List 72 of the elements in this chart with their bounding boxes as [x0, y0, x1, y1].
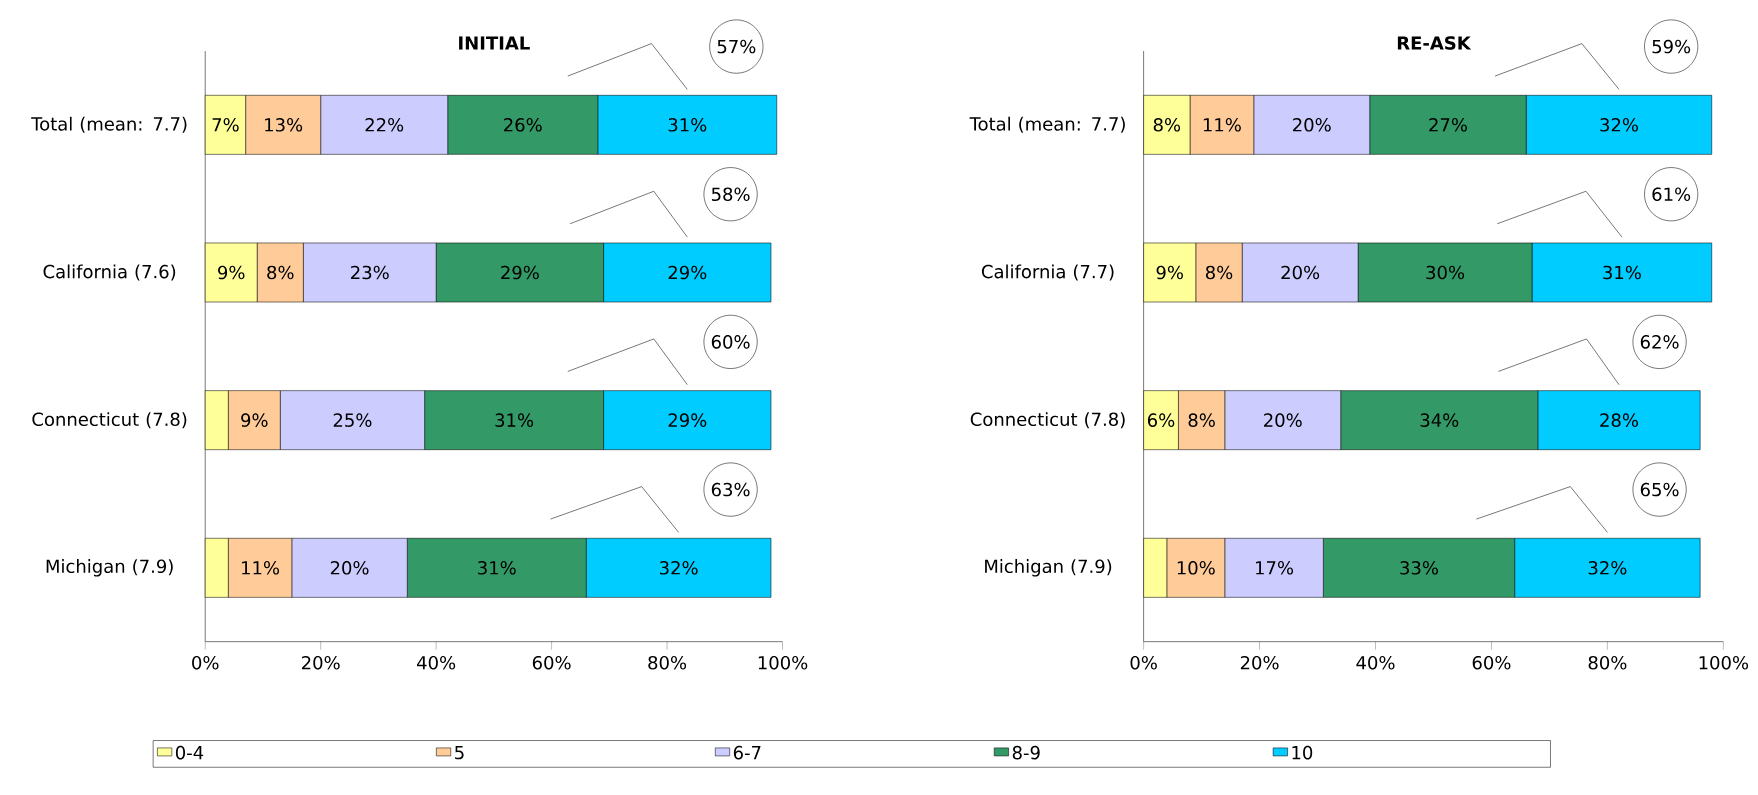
x-tick-label: 80% [648, 655, 687, 670]
x-tick-label: 40% [417, 655, 456, 670]
data-label: 9% [241, 413, 268, 427]
x-tick-label: 60% [532, 655, 571, 670]
data-label: 8% [1153, 118, 1181, 132]
data-label: 30% [1426, 265, 1465, 280]
data-label: 20% [1281, 265, 1320, 280]
data-label: 20% [1293, 118, 1331, 132]
data-label: 9% [1156, 265, 1183, 280]
x-tick-label: 80% [1588, 655, 1627, 670]
data-label: 9% [218, 265, 245, 280]
data-label: 31% [495, 413, 534, 427]
data-label: 29% [501, 265, 539, 280]
data-label: 11% [1203, 118, 1241, 132]
x-tick-label: 100% [1699, 655, 1749, 670]
annotation: 63% [711, 482, 750, 497]
data-label: 20% [330, 561, 369, 575]
x-tick-label: 100% [758, 655, 808, 670]
data-label: 10% [1177, 561, 1215, 575]
y-tick-label: Michigan (7.9) [985, 559, 1112, 577]
data-label: 33% [1400, 561, 1438, 575]
legend-label: 8-9 [1012, 745, 1040, 760]
y-tick-label: Total (mean: 7.7) [969, 116, 1125, 133]
legend-label: 6-7 [733, 745, 761, 760]
annotation: 59% [1652, 39, 1691, 54]
data-label: 31% [1603, 265, 1641, 280]
y-tick-label: Total (mean: 7.7) [31, 116, 187, 133]
data-label: 8% [1205, 265, 1233, 280]
data-label: 27% [1429, 118, 1467, 132]
data-label: 28% [1600, 413, 1639, 427]
data-label: 32% [660, 561, 698, 575]
chart-title: RE-ASK [1397, 36, 1472, 50]
data-label: 29% [668, 265, 707, 280]
data-label: 29% [668, 413, 707, 427]
x-tick-label: 20% [301, 655, 340, 670]
data-label: 13% [265, 118, 303, 132]
data-label: 32% [1588, 561, 1627, 575]
y-tick-label: Connecticut (7.8) [32, 412, 187, 429]
data-label: 6% [1147, 413, 1175, 427]
data-label: 8% [1188, 413, 1215, 427]
legend-label: 10 [1292, 745, 1313, 760]
data-label: 32% [1600, 118, 1639, 132]
data-label: 23% [351, 265, 389, 280]
data-label: 31% [478, 561, 516, 575]
y-tick-label: Connecticut (7.8) [970, 412, 1125, 429]
legend-label: 5 [455, 745, 464, 760]
y-tick-label: California (7.7) [981, 264, 1114, 281]
x-tick-label: 0% [1130, 655, 1157, 670]
y-tick-label: Michigan (7.9) [46, 559, 173, 577]
data-label: 25% [333, 413, 372, 427]
data-label: 11% [242, 561, 280, 575]
data-label: 7% [212, 118, 239, 132]
data-label: 8% [267, 265, 294, 280]
x-tick-label: 0% [192, 655, 219, 670]
chart-title: INITIAL [459, 36, 530, 50]
data-label: 22% [365, 118, 404, 132]
x-tick-label: 20% [1240, 655, 1279, 670]
annotation: 62% [1640, 335, 1679, 349]
data-label: 20% [1264, 413, 1302, 427]
data-label: 26% [504, 118, 542, 132]
x-tick-label: 40% [1356, 655, 1395, 670]
annotation: 58% [711, 187, 750, 202]
data-label: 17% [1256, 561, 1294, 575]
annotation: 61% [1652, 187, 1691, 202]
legend-label: 0-4 [175, 745, 204, 760]
data-label: 31% [668, 118, 707, 132]
data-label: 34% [1420, 413, 1459, 427]
y-tick-label: California (7.6) [43, 264, 176, 281]
x-tick-label: 60% [1472, 655, 1511, 670]
annotation: 57% [717, 39, 756, 54]
annotation: 65% [1640, 482, 1679, 497]
annotation: 60% [711, 335, 750, 349]
